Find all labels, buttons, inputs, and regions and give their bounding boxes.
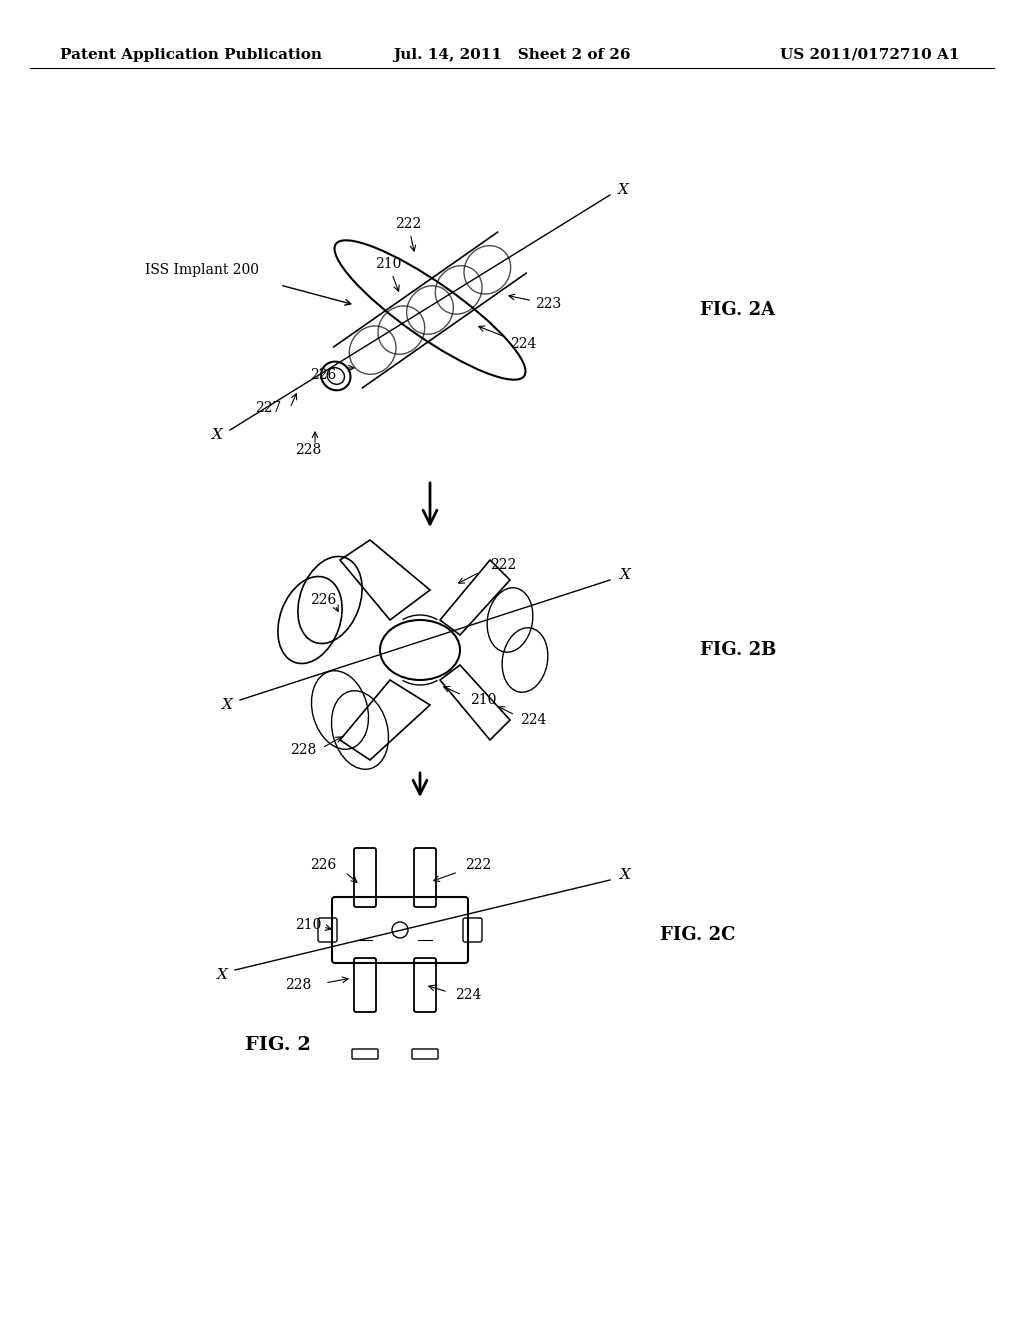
Text: 224: 224: [455, 987, 481, 1002]
Text: 222: 222: [395, 216, 421, 251]
Text: Jul. 14, 2011   Sheet 2 of 26: Jul. 14, 2011 Sheet 2 of 26: [393, 48, 631, 62]
Text: 210: 210: [470, 693, 497, 708]
Text: 210: 210: [375, 257, 401, 292]
Text: X: X: [222, 698, 232, 711]
Text: 226: 226: [310, 593, 336, 607]
Text: ISS Implant 200: ISS Implant 200: [145, 263, 259, 277]
Text: X: X: [618, 183, 629, 197]
Text: X: X: [217, 968, 228, 982]
Text: Patent Application Publication: Patent Application Publication: [60, 48, 322, 62]
Text: FIG. 2C: FIG. 2C: [660, 927, 735, 944]
Text: 228: 228: [290, 743, 316, 756]
Text: X: X: [212, 428, 223, 442]
Text: 224: 224: [479, 326, 537, 351]
Text: X: X: [620, 568, 631, 582]
Text: US 2011/0172710 A1: US 2011/0172710 A1: [780, 48, 961, 62]
Text: X: X: [620, 869, 631, 882]
Text: FIG. 2A: FIG. 2A: [700, 301, 775, 319]
Text: FIG. 2: FIG. 2: [245, 1036, 311, 1053]
Text: 227: 227: [255, 401, 282, 414]
Text: 223: 223: [509, 294, 561, 312]
Text: 228: 228: [285, 978, 311, 993]
Text: FIG. 2B: FIG. 2B: [700, 642, 776, 659]
Text: 228: 228: [295, 444, 322, 457]
Text: 226: 226: [310, 368, 336, 381]
Text: 226: 226: [310, 858, 336, 873]
Text: 210: 210: [295, 917, 322, 932]
Text: 224: 224: [520, 713, 547, 727]
Text: 222: 222: [490, 558, 516, 572]
Text: 222: 222: [465, 858, 492, 873]
